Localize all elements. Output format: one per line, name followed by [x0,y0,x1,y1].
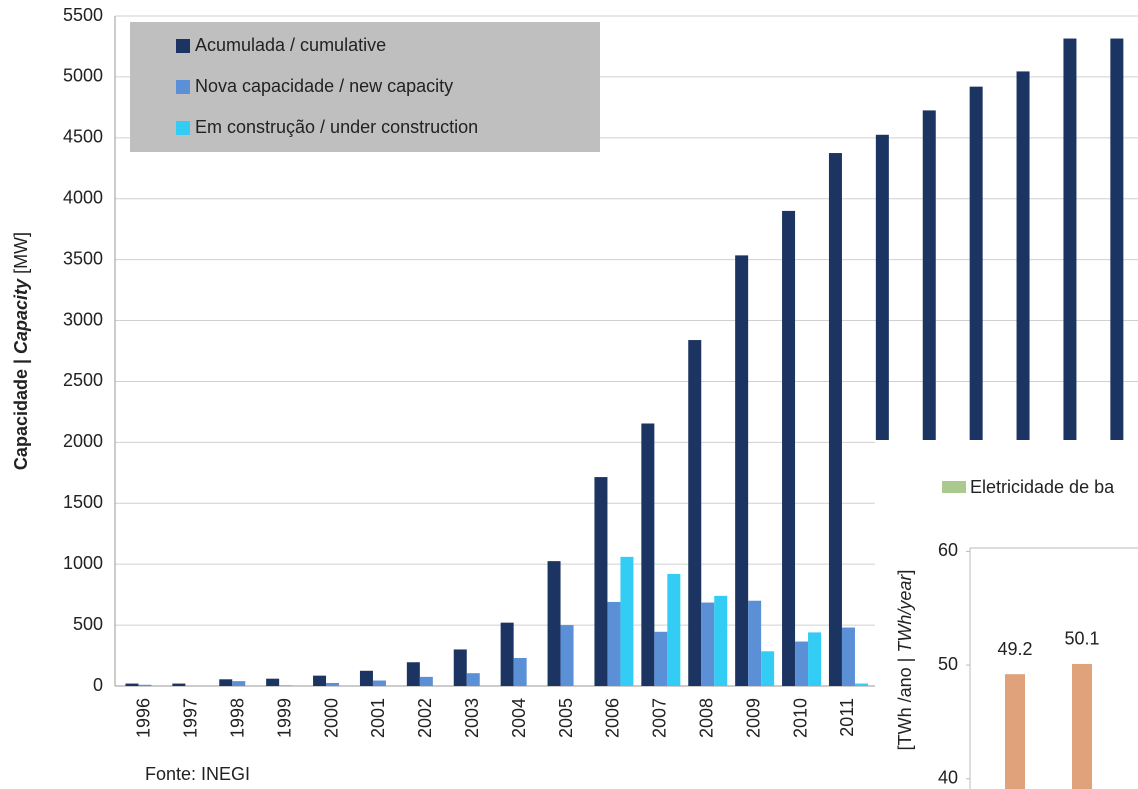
legend-swatch [176,80,190,94]
y-tick-label: 3500 [63,248,103,268]
source: Fonte: INEGI [145,764,250,784]
x-tick-label: 1996 [134,698,154,738]
x-tick-label: 2011 [837,698,857,737]
x-tick-label: 2009 [743,698,763,738]
x-tick-label: 2000 [321,698,341,738]
bar [359,670,373,686]
bar [828,153,842,686]
x-tick-label: 2010 [790,698,810,738]
bar [688,340,702,686]
x-tick-label: 1997 [181,698,201,738]
x-tick-label: 2007 [650,698,670,738]
y-tick-label: 5000 [63,66,103,86]
inset-chart: Eletricidade de ba 40 50 60 [TWh /ano | TWh/… [875,440,1138,789]
x-tick-label: 1999 [274,698,294,738]
inset-plot-frame [969,547,1138,789]
bar [620,556,634,686]
main-chart: 0 500 1000 1500 2000 2500 3000 3500 4000 4500 5000… [11,5,1138,784]
bar [372,680,386,686]
y-tick-label: 40 [938,768,958,788]
bar [279,685,293,686]
bar [560,625,574,686]
value-label: 50.1 [1064,629,1099,649]
legend-label: Acumulada / cumulative [195,35,386,55]
bar [125,683,139,686]
x-tick-label: 2006 [603,698,623,738]
y-label-part: [TWh /ano | [895,653,915,751]
y-tick-label: 1500 [63,492,103,512]
y-label-part: [MW] [11,232,31,279]
y-tick-label: 1000 [63,553,103,573]
y-tick-label: 500 [73,614,103,634]
bar [714,595,728,686]
legend-box [130,22,600,152]
legend-label: Eletricidade de ba [970,477,1115,497]
y-label-part: TWh/year [895,574,915,653]
bar [654,631,668,686]
y-tick-label: 3000 [63,309,103,329]
legend-swatch [176,39,190,53]
bar [266,678,280,686]
bar [419,676,433,686]
bar [406,662,420,686]
x-tick-label: 2002 [415,698,435,738]
bar [172,683,186,686]
bar [138,684,152,686]
x-tick-label: 2001 [368,698,388,738]
bar [735,255,749,686]
y-tick-label: 0 [93,675,103,695]
x-tick-label: 2005 [556,698,576,738]
y-label-part: ] [895,570,915,575]
bar [667,573,681,686]
bar [607,601,621,686]
bar [547,561,561,686]
legend-swatch [942,481,966,493]
y-label-part: Capacity [11,278,31,354]
bar [1005,674,1025,789]
x-tick-label: 2003 [462,698,482,738]
y-tick-label: 4000 [63,187,103,207]
bar [313,675,327,686]
x-tick-label: 1998 [228,698,248,738]
bar [841,627,855,686]
y-axis-label: [TWh /ano | TWh/year] [895,570,915,751]
bar [466,673,480,686]
y-tick-label: 2500 [63,370,103,390]
bar [219,679,233,686]
legend-label: Nova capacidade / new capacity [195,76,453,96]
x-tick-label: 2008 [697,698,717,738]
bar [513,657,527,686]
value-label: 49.2 [997,639,1032,659]
y-label-part: Capacidade | [11,354,31,470]
legend-label: Em construção / under construction [195,117,478,137]
bar [761,651,775,686]
bar [782,210,796,686]
bar [854,683,868,686]
bar [594,477,608,686]
bar [1072,663,1092,789]
bar [795,641,809,686]
legend-swatch [176,121,190,135]
y-axis-label: Capacidade | Capacity [MW] [11,232,31,470]
bar [701,602,715,686]
bar [500,622,514,686]
y-tick-label: 2000 [63,431,103,451]
bar [641,423,655,686]
y-tick-label: 4500 [63,127,103,147]
y-tick-label: 5500 [63,5,103,25]
bar [326,682,340,686]
y-tick-label: 60 [938,540,958,560]
bar [808,632,822,686]
bar [232,681,246,686]
y-tick-label: 50 [938,654,958,674]
x-tick-label: 2004 [509,698,529,738]
bar [748,600,762,686]
bar [453,649,467,686]
